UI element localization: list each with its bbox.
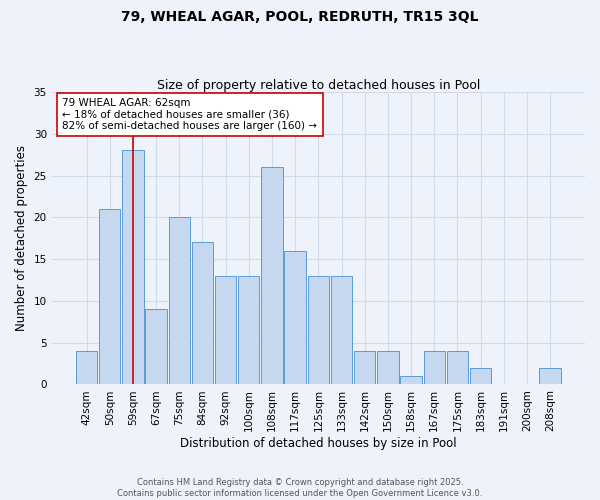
Bar	[470, 368, 491, 384]
Bar	[539, 368, 561, 384]
Bar	[169, 218, 190, 384]
Bar	[238, 276, 259, 384]
Bar	[354, 351, 376, 384]
X-axis label: Distribution of detached houses by size in Pool: Distribution of detached houses by size …	[180, 437, 457, 450]
Title: Size of property relative to detached houses in Pool: Size of property relative to detached ho…	[157, 79, 480, 92]
Bar	[76, 351, 97, 384]
Bar	[122, 150, 143, 384]
Bar	[308, 276, 329, 384]
Bar	[262, 167, 283, 384]
Y-axis label: Number of detached properties: Number of detached properties	[15, 145, 28, 331]
Bar	[424, 351, 445, 384]
Bar	[447, 351, 468, 384]
Bar	[99, 209, 121, 384]
Bar	[284, 251, 306, 384]
Bar	[145, 310, 167, 384]
Bar	[377, 351, 398, 384]
Bar	[215, 276, 236, 384]
Text: 79, WHEAL AGAR, POOL, REDRUTH, TR15 3QL: 79, WHEAL AGAR, POOL, REDRUTH, TR15 3QL	[121, 10, 479, 24]
Bar	[331, 276, 352, 384]
Text: Contains HM Land Registry data © Crown copyright and database right 2025.
Contai: Contains HM Land Registry data © Crown c…	[118, 478, 482, 498]
Bar	[400, 376, 422, 384]
Bar	[192, 242, 213, 384]
Text: 79 WHEAL AGAR: 62sqm
← 18% of detached houses are smaller (36)
82% of semi-detac: 79 WHEAL AGAR: 62sqm ← 18% of detached h…	[62, 98, 317, 131]
